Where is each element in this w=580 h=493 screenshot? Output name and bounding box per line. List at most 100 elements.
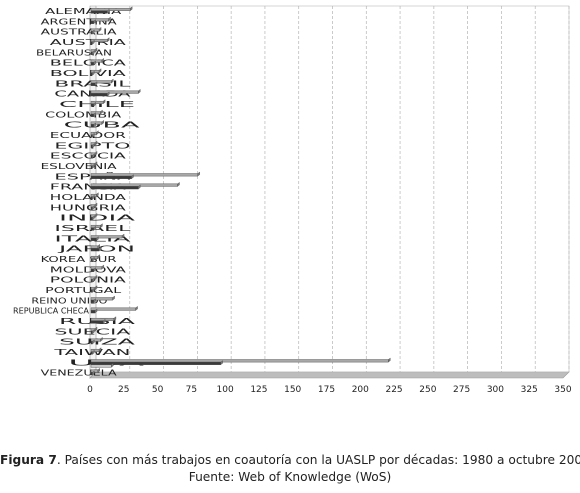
bar-end-2000 xyxy=(101,264,104,270)
bar-2000 xyxy=(90,245,98,249)
category-label: ARGENTINA xyxy=(41,17,118,26)
bar-end-2000 xyxy=(121,233,125,239)
bar-90s xyxy=(90,51,93,55)
bar-90s xyxy=(90,186,139,190)
x-tick-label: 75 xyxy=(186,385,197,395)
bar-end-2000 xyxy=(94,213,98,218)
bar-2000 xyxy=(90,235,123,239)
category-label: BELGICA xyxy=(50,59,127,68)
bar-2000 xyxy=(90,69,100,73)
bar-end-80s xyxy=(111,362,114,368)
x-tick-label: 125 xyxy=(250,385,267,395)
bar-90s xyxy=(90,258,93,262)
bar-2000 xyxy=(90,80,112,84)
bar-end-2000 xyxy=(94,47,98,53)
bar-end-90s xyxy=(93,60,96,66)
x-tick-label: 100 xyxy=(217,385,234,395)
bar-90s xyxy=(90,310,96,314)
bar-2000 xyxy=(90,121,103,125)
bar-end-90s xyxy=(93,122,96,128)
bar-end-90s xyxy=(96,236,99,241)
figure-source-text: Fuente: Web of Knowledge (WoS) xyxy=(188,470,392,484)
bar-2000 xyxy=(90,307,136,311)
category-label: FRANCIA xyxy=(50,183,127,192)
bar-90s xyxy=(90,155,93,159)
category-label: ALEMANIA xyxy=(45,7,122,16)
bar-end-2000 xyxy=(197,171,200,177)
bar-90s xyxy=(90,237,97,241)
bar-end-90s xyxy=(93,298,96,304)
bar-end-2000 xyxy=(94,161,98,167)
bar-2000 xyxy=(90,359,389,363)
bar-2000 xyxy=(90,338,101,342)
category-label: CHILE xyxy=(59,100,135,109)
bar-90s xyxy=(90,361,221,365)
bar-90s xyxy=(90,10,108,14)
bar-end-2000 xyxy=(94,326,98,332)
bar-end-90s xyxy=(92,70,95,76)
category-label: BELARUSIAN xyxy=(36,48,112,57)
bar-90s xyxy=(90,268,94,272)
x-tick-label: 275 xyxy=(453,385,470,395)
bar-end-90s xyxy=(94,308,98,314)
bar-end-90s xyxy=(94,81,98,86)
bar-end-2000 xyxy=(97,368,100,373)
category-label: AUSTRIA xyxy=(50,38,127,47)
x-tick-label: 250 xyxy=(419,385,436,395)
bar-end-90s xyxy=(98,246,102,252)
category-label: MOLDOVA xyxy=(50,265,127,274)
category-label: PORTUGAL xyxy=(45,286,121,295)
bar-end-90s xyxy=(92,29,95,35)
chart-floor xyxy=(89,371,570,379)
bar-2000 xyxy=(90,317,115,321)
bar-end-90s xyxy=(92,256,95,262)
bar-90s xyxy=(90,175,132,179)
bar-2000 xyxy=(90,59,103,63)
bar-end-90s xyxy=(131,174,134,179)
x-tick-label: 50 xyxy=(152,385,164,395)
bar-2000 xyxy=(90,100,104,104)
figure-caption: Figura 7. Países con más trabajos en coa… xyxy=(0,453,580,467)
bar-end-2000 xyxy=(94,285,98,291)
category-label: ESCOCIA xyxy=(50,152,127,161)
category-label: BOLIVIA xyxy=(50,69,127,78)
bar-end-2000 xyxy=(94,202,98,208)
bar-90s xyxy=(90,299,94,303)
bar-2000 xyxy=(90,7,131,11)
figure-source: Fuente: Web of Knowledge (WoS) xyxy=(0,470,580,484)
bar-end-90s xyxy=(220,360,223,366)
bar-end-90s xyxy=(93,225,96,231)
bar-90s xyxy=(90,341,93,345)
x-tick-label: 0 xyxy=(87,385,93,395)
category-label: HOLANDA xyxy=(50,193,127,202)
bar-end-90s xyxy=(93,101,96,107)
bar-end-90s xyxy=(92,215,95,221)
category-label: COLOMBIA xyxy=(45,110,122,119)
bar-2000 xyxy=(90,173,198,177)
bar-end-90s xyxy=(92,370,95,376)
bar-end-90s xyxy=(92,329,95,335)
bar-end-2000 xyxy=(96,130,99,136)
bar-2000 xyxy=(90,266,103,270)
bar-end-2000 xyxy=(103,99,106,105)
bar-90s xyxy=(90,41,93,45)
bar-90s xyxy=(90,144,93,148)
category-label: POLONIA xyxy=(50,276,127,285)
bar-90s xyxy=(90,206,93,210)
bar-90s xyxy=(90,320,104,324)
bar-90s xyxy=(90,20,94,24)
bar-end-2000 xyxy=(107,37,110,43)
bar-2000 xyxy=(90,183,178,187)
bar-end-2000 xyxy=(388,357,391,363)
bar-2000 xyxy=(90,90,139,94)
bar-end-2000 xyxy=(98,68,102,74)
bar-end-90s xyxy=(92,194,95,200)
bar-90s xyxy=(90,372,93,376)
bar-end-2000 xyxy=(138,89,141,94)
x-tick-label: 325 xyxy=(521,385,538,395)
bar-end-2000 xyxy=(94,275,98,280)
bar-end-2000 xyxy=(100,109,103,115)
bar-end-2000 xyxy=(100,337,103,342)
category-label: ESLOVENIA xyxy=(41,162,118,171)
bar-end-90s xyxy=(92,349,95,355)
